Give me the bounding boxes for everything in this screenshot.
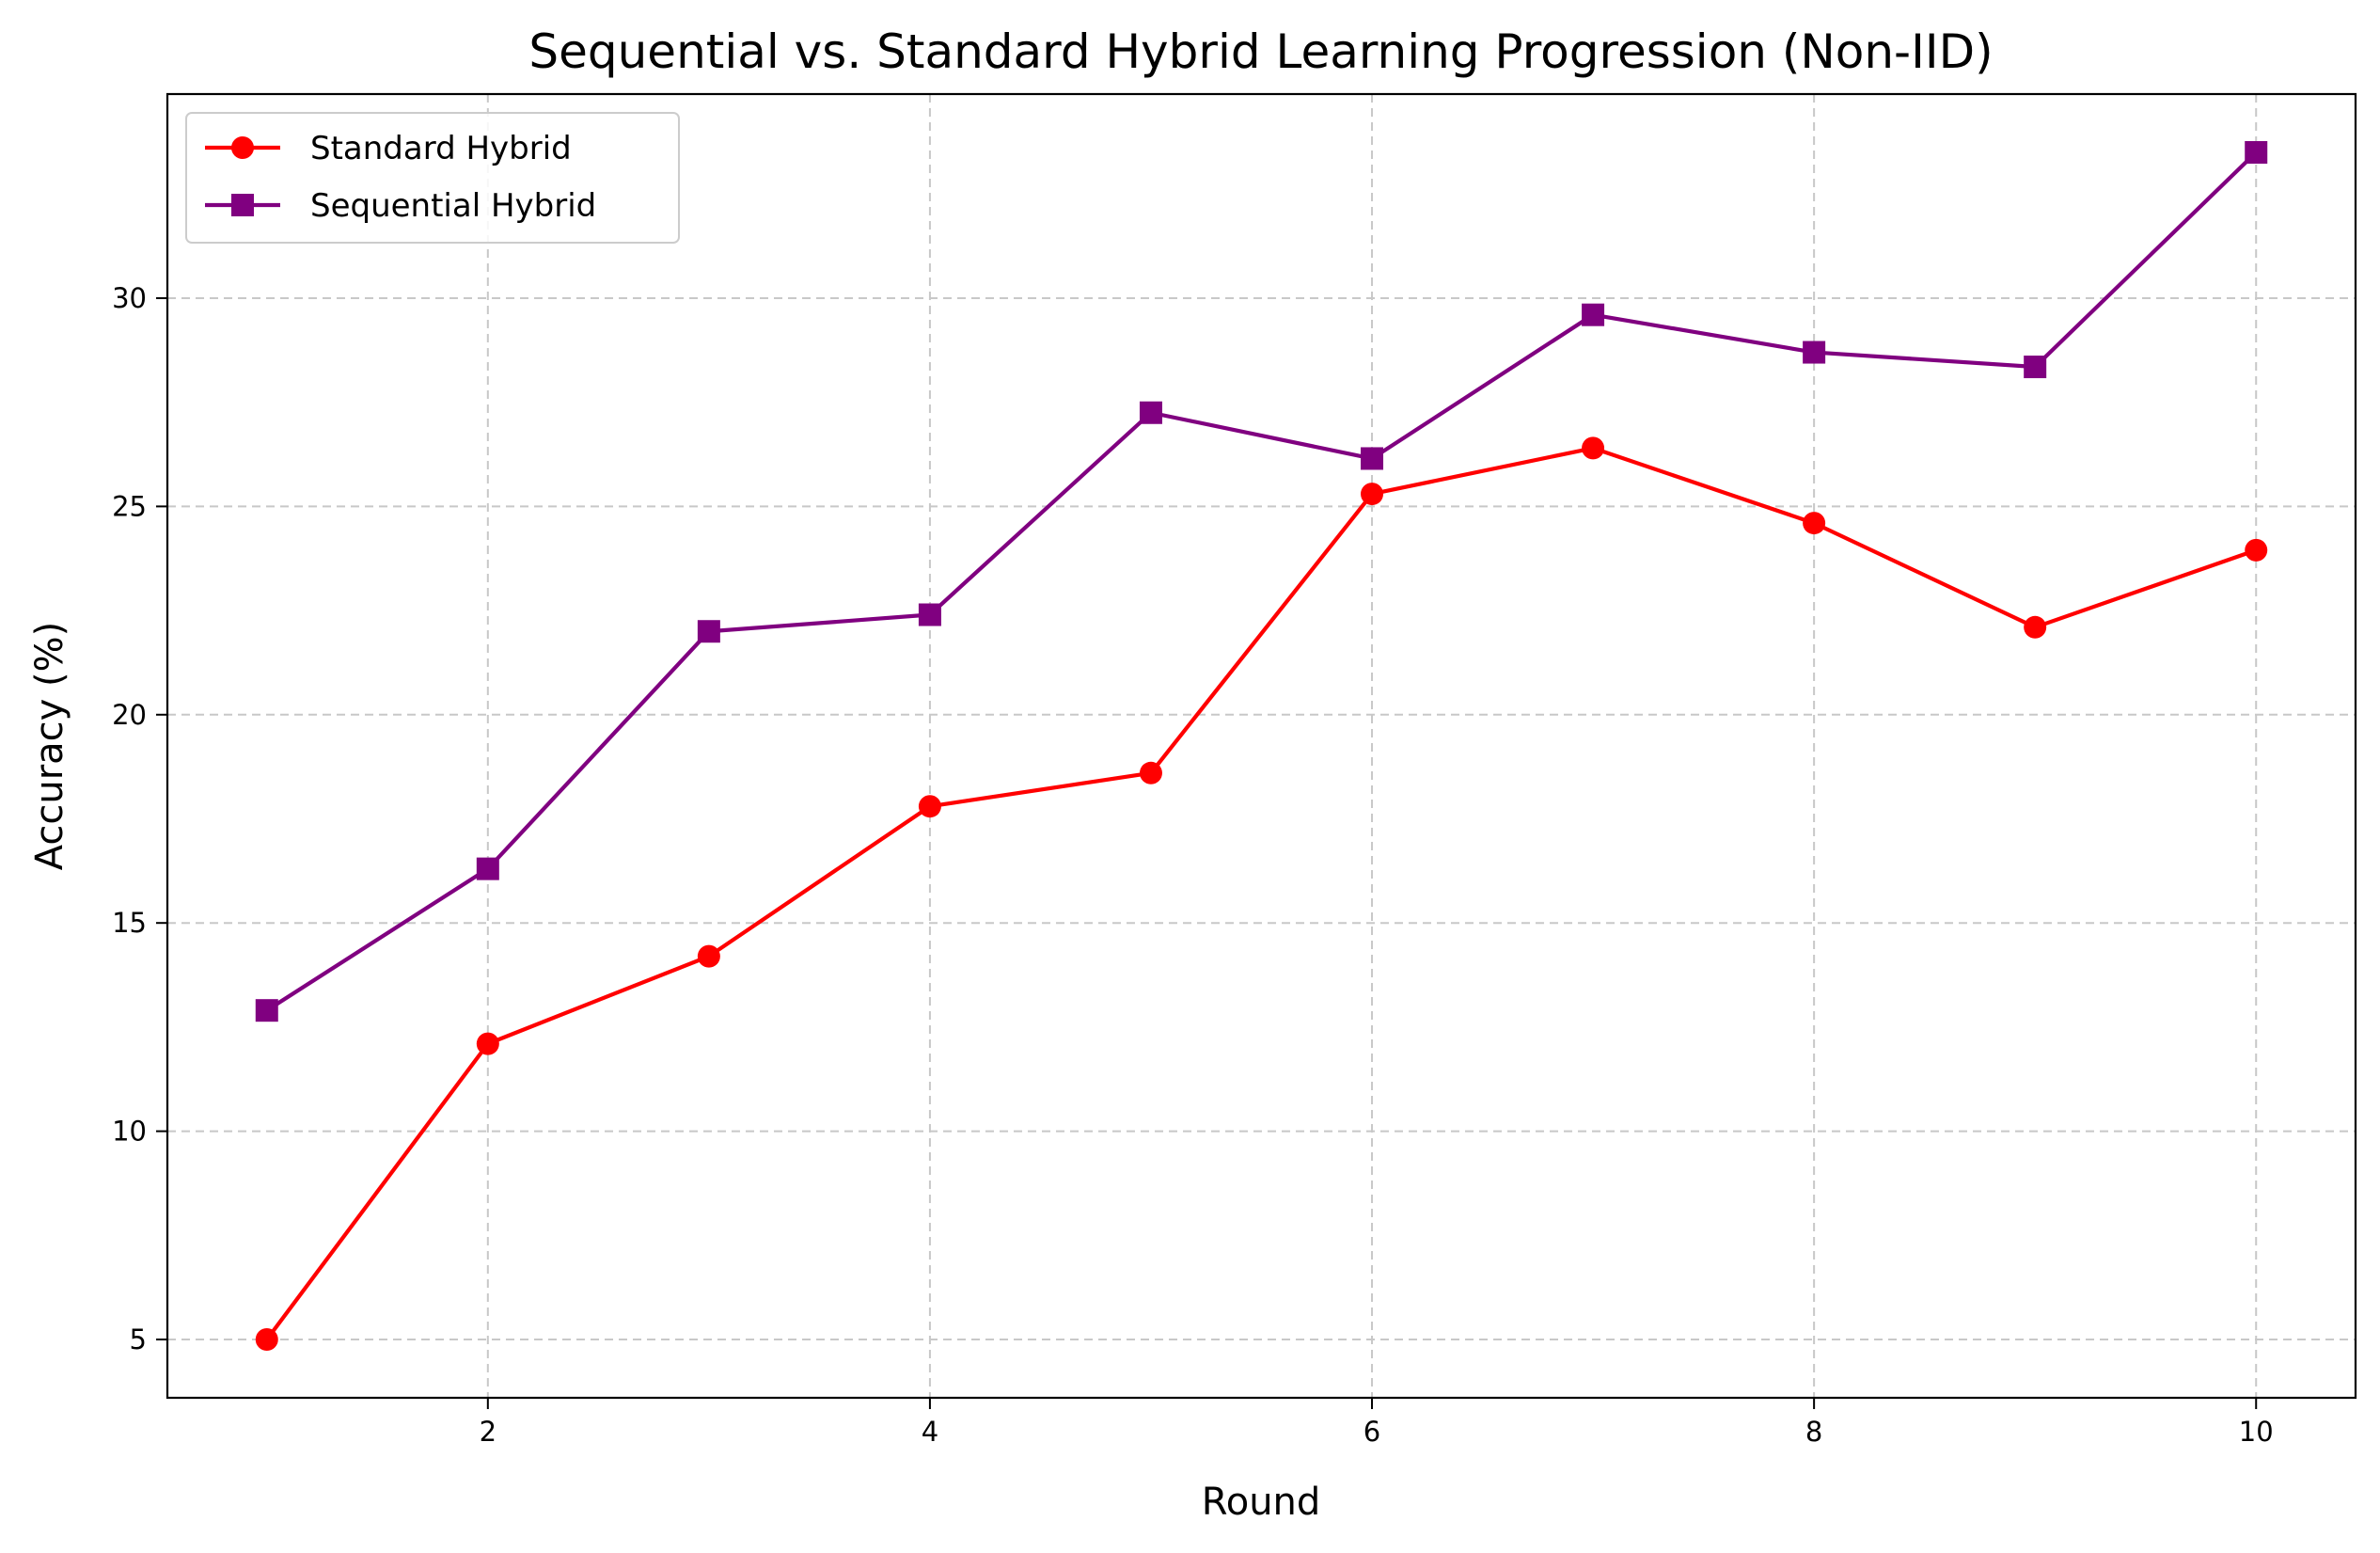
y-axis: 5 10 15 20 25 30 — [112, 282, 167, 1355]
legend-sequential-hybrid-label: Sequential Hybrid — [310, 187, 596, 225]
sequential-hybrid-point — [1139, 401, 1162, 424]
sequential-hybrid-point — [1582, 303, 1605, 326]
sequential-hybrid-series — [255, 140, 2268, 1022]
standard-hybrid-point — [697, 944, 720, 968]
standard-hybrid-point — [255, 1328, 278, 1352]
legend: Standard Hybrid Sequential Hybrid — [185, 112, 680, 244]
standard-hybrid-point — [918, 795, 941, 818]
x-tick-label: 6 — [1363, 1416, 1380, 1448]
sequential-hybrid-line — [265, 151, 2258, 1012]
series-layer — [255, 140, 2268, 1352]
standard-hybrid-point — [1361, 483, 1384, 506]
grid-lines — [167, 94, 2356, 1398]
sequential-hybrid-point — [697, 620, 720, 643]
sequential-hybrid-point — [1803, 341, 1826, 364]
x-tick-label: 10 — [2239, 1416, 2274, 1448]
sequential-hybrid-point — [1361, 447, 1384, 470]
standard-hybrid-point — [476, 1032, 499, 1055]
x-axis-label: Round — [1202, 1481, 1321, 1524]
legend-standard-hybrid-marker — [231, 136, 254, 159]
x-tick-label: 4 — [922, 1416, 938, 1448]
y-tick-label: 10 — [112, 1116, 147, 1148]
y-tick-label: 15 — [112, 907, 147, 939]
standard-hybrid-point — [1582, 436, 1605, 460]
standard-hybrid-point — [2245, 538, 2268, 562]
legend-sequential-hybrid-marker — [231, 194, 254, 216]
sequential-hybrid-point — [2024, 356, 2047, 379]
sequential-hybrid-point — [255, 999, 278, 1022]
legend-box — [185, 112, 680, 244]
standard-hybrid-point — [2024, 615, 2047, 639]
plot-frame — [165, 92, 2357, 1400]
y-axis-label: Accuracy (%) — [28, 622, 71, 871]
standard-hybrid-point — [1139, 761, 1162, 784]
sequential-hybrid-point — [918, 603, 941, 626]
x-tick-label: 8 — [1805, 1416, 1822, 1448]
standard-hybrid-line — [265, 446, 2257, 1341]
x-tick-label: 2 — [480, 1416, 496, 1448]
standard-hybrid-point — [1803, 512, 1826, 535]
y-tick-label: 30 — [112, 282, 147, 314]
standard-hybrid-series — [255, 436, 2268, 1352]
x-axis: 2 4 6 8 10 — [480, 1398, 2274, 1448]
y-tick-label: 5 — [130, 1323, 147, 1355]
legend-standard-hybrid-label: Standard Hybrid — [310, 130, 572, 167]
chart-title: Sequential vs. Standard Hybrid Learning … — [528, 24, 1993, 79]
sequential-hybrid-point — [476, 857, 499, 880]
y-tick-label: 20 — [112, 699, 147, 731]
y-tick-label: 25 — [112, 490, 147, 522]
sequential-hybrid-point — [2245, 140, 2268, 164]
